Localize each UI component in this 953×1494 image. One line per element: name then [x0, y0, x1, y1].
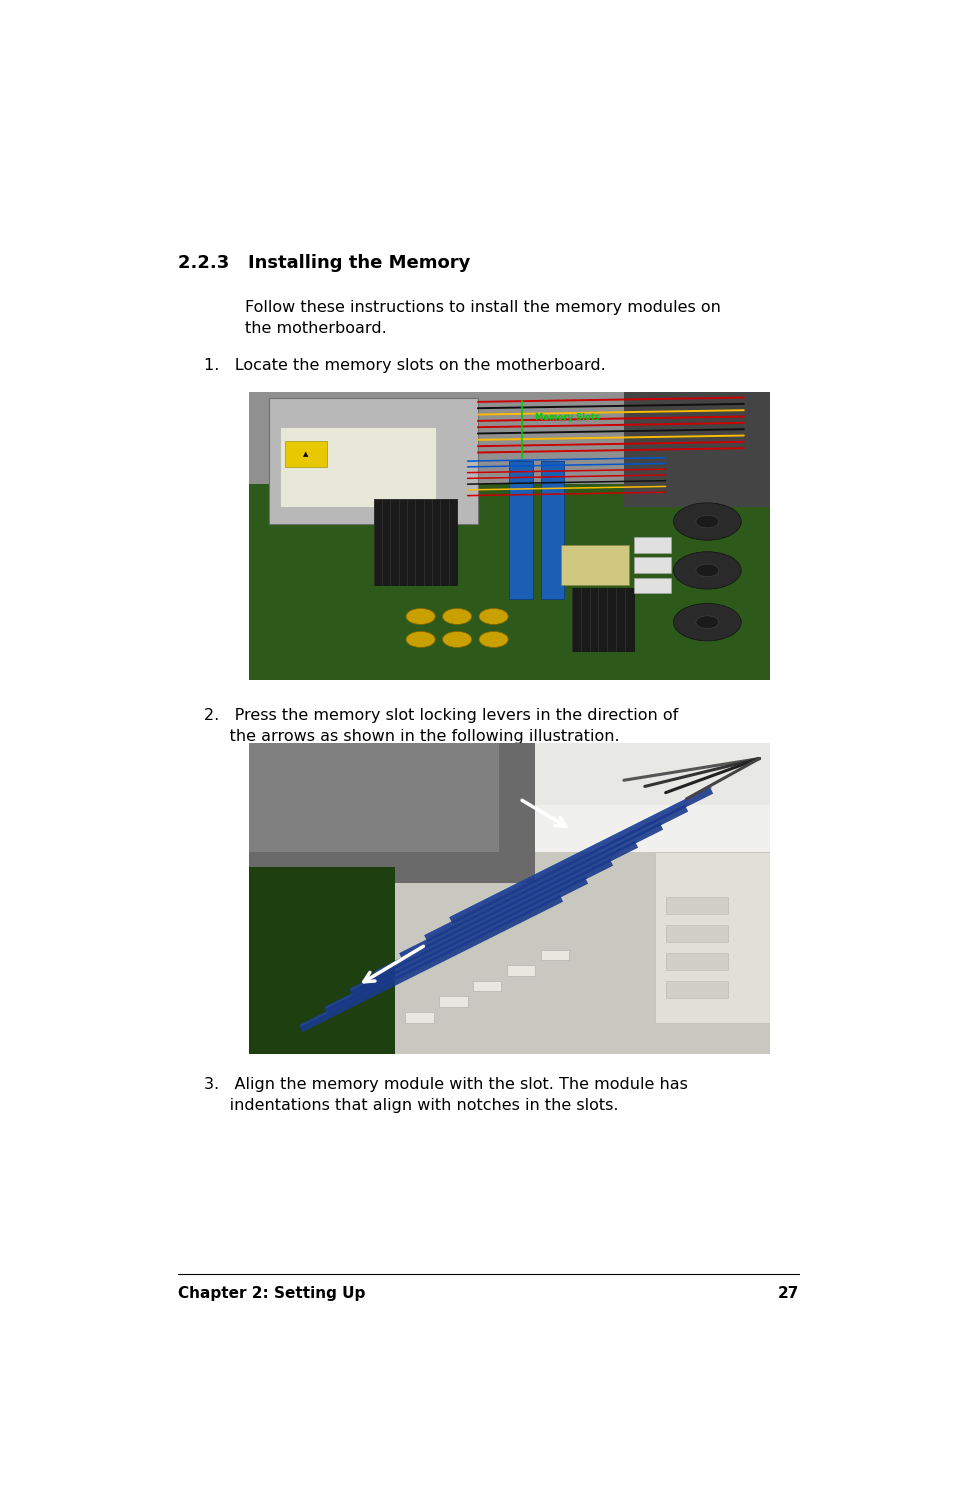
Bar	[571, 587, 634, 651]
Text: 27: 27	[778, 1286, 799, 1301]
Bar	[279, 427, 436, 506]
Text: 2.2.3   Installing the Memory: 2.2.3 Installing the Memory	[178, 254, 470, 272]
Bar	[506, 965, 535, 976]
Bar	[285, 441, 327, 466]
Bar	[540, 950, 569, 961]
Circle shape	[695, 616, 718, 629]
Bar	[665, 980, 727, 998]
Text: 2.   Press the memory slot locking levers in the direction of
     the arrows as: 2. Press the memory slot locking levers …	[204, 708, 678, 744]
Bar	[249, 743, 535, 883]
Bar	[405, 1011, 434, 1022]
Bar	[374, 499, 456, 584]
Text: Follow these instructions to install the memory modules on
the motherboard.: Follow these instructions to install the…	[245, 300, 720, 336]
Circle shape	[478, 608, 508, 624]
Bar	[482, 743, 769, 852]
Text: Chapter 2: Setting Up: Chapter 2: Setting Up	[178, 1286, 365, 1301]
Bar	[509, 462, 532, 599]
Bar	[540, 462, 563, 599]
Bar	[634, 578, 670, 593]
Bar	[473, 980, 501, 992]
Bar	[249, 743, 498, 852]
Bar	[634, 557, 670, 574]
Circle shape	[442, 632, 471, 647]
Text: ▲: ▲	[303, 451, 309, 457]
Circle shape	[442, 608, 471, 624]
Bar	[665, 925, 727, 941]
Bar	[249, 391, 769, 484]
Circle shape	[673, 604, 740, 641]
Bar	[438, 996, 467, 1007]
Circle shape	[695, 565, 718, 577]
Text: 1.   Locate the memory slots on the motherboard.: 1. Locate the memory slots on the mother…	[204, 357, 605, 372]
Bar	[269, 397, 477, 524]
Circle shape	[673, 551, 740, 589]
Bar	[249, 472, 769, 680]
Circle shape	[406, 632, 435, 647]
Bar	[623, 391, 769, 506]
Circle shape	[406, 608, 435, 624]
Circle shape	[478, 632, 508, 647]
Bar	[249, 867, 395, 1053]
Bar	[560, 544, 628, 584]
Bar	[665, 953, 727, 970]
Circle shape	[673, 503, 740, 541]
Bar	[634, 538, 670, 553]
Bar	[665, 896, 727, 914]
Text: 3.   Align the memory module with the slot. The module has
     indentations tha: 3. Align the memory module with the slot…	[204, 1077, 687, 1113]
Bar	[655, 852, 769, 1022]
Circle shape	[695, 515, 718, 527]
Text: Memory Slots: Memory Slots	[535, 414, 599, 423]
Bar	[535, 743, 769, 805]
